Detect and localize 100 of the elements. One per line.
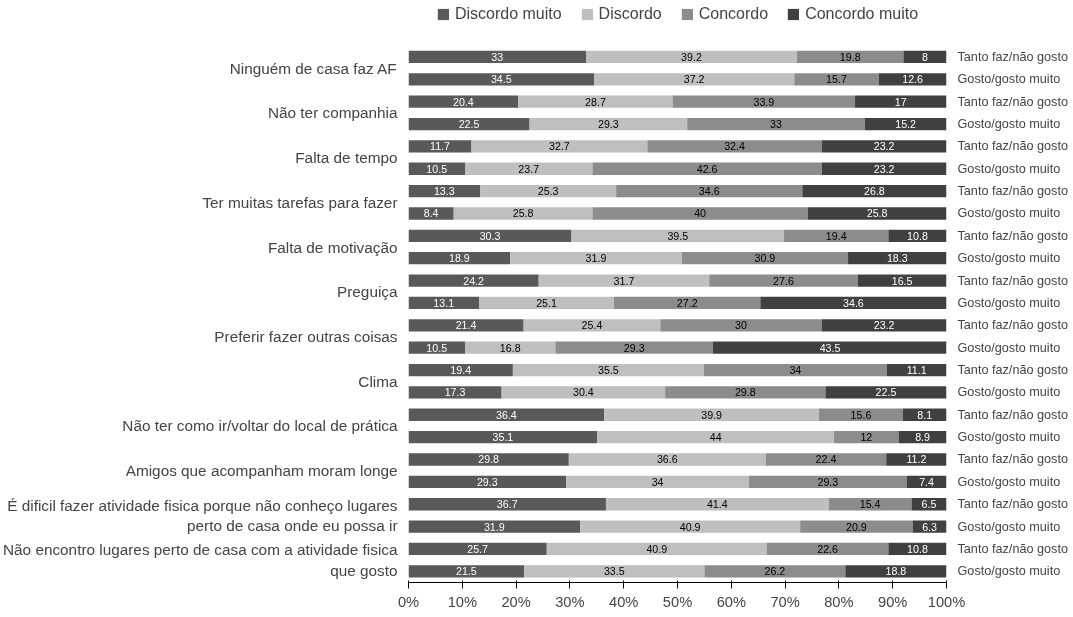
x-tick-label: 80% <box>824 593 854 610</box>
bar <box>821 162 947 175</box>
data-label: 6.5 <box>921 498 937 511</box>
data-label: 15.7 <box>826 73 847 86</box>
data-label: 30.9 <box>754 252 776 265</box>
bar <box>807 207 947 220</box>
data-label: 31.7 <box>613 274 635 287</box>
data-label: 13.3 <box>433 185 455 198</box>
bar <box>408 386 502 399</box>
y-tick-label: Gosto/gosto muito <box>957 340 1061 355</box>
bar <box>855 95 947 108</box>
bar <box>408 363 513 377</box>
data-label: 33.5 <box>603 565 625 578</box>
bar <box>857 274 947 287</box>
bar <box>464 162 593 175</box>
data-label: 27.6 <box>773 274 794 287</box>
data-label: 44 <box>709 431 722 444</box>
data-label: 27.2 <box>676 296 698 309</box>
y-tick-label: Gosto/gosto muito <box>957 117 1061 132</box>
data-label: 34 <box>651 475 664 488</box>
data-label: 8 <box>922 50 929 63</box>
data-label: 33 <box>491 50 504 63</box>
data-label: 34.6 <box>698 185 720 198</box>
legend-label: Discordo muito <box>454 5 562 23</box>
bar <box>713 341 947 354</box>
bar <box>594 73 795 86</box>
bar <box>408 50 587 64</box>
data-label: 24.2 <box>463 274 485 287</box>
data-label: 34 <box>789 364 802 377</box>
data-label: 18.3 <box>886 252 908 265</box>
bar <box>704 565 846 578</box>
bar <box>408 542 547 556</box>
data-label: 25.8 <box>512 207 534 220</box>
bar <box>408 498 606 511</box>
x-tick-label: 40% <box>609 593 639 610</box>
bar <box>453 207 593 220</box>
bar <box>510 252 682 265</box>
bar <box>794 73 879 86</box>
data-label: 10.5 <box>426 341 448 354</box>
data-label: 6.3 <box>922 520 938 533</box>
bar <box>568 453 766 466</box>
data-label: 30 <box>735 319 747 332</box>
y-tick-label: Tanto faz/não gosto <box>957 273 1068 288</box>
y-tick-label: Gosto/gosto muito <box>957 385 1061 400</box>
data-label: 29.8 <box>734 386 756 399</box>
bar <box>501 386 666 399</box>
data-label: 25.4 <box>581 319 603 332</box>
bar <box>408 430 598 444</box>
y-tick-label: Tanto faz/não gosto <box>957 497 1068 512</box>
data-label: 12.6 <box>902 73 924 86</box>
bar <box>408 207 454 220</box>
data-label: 7.4 <box>919 475 935 488</box>
bar <box>592 162 822 175</box>
bar <box>604 408 819 421</box>
y-tick-label: Tanto faz/não gosto <box>957 363 1068 378</box>
bar <box>408 408 605 421</box>
y-tick-label: Tanto faz/não gosto <box>957 49 1068 64</box>
data-label: 19.4 <box>825 229 847 242</box>
data-label: 8.9 <box>915 431 931 444</box>
data-label: 16.5 <box>891 274 913 287</box>
bar <box>566 475 750 489</box>
data-label: 22.6 <box>817 542 839 555</box>
data-label: 29.3 <box>598 118 619 131</box>
text: Ter muitas tarefas para fazer <box>202 193 398 211</box>
data-label: 21.4 <box>455 319 477 332</box>
data-label: 35.1 <box>492 431 514 444</box>
data-label: 8.4 <box>423 207 439 220</box>
data-label: 36.6 <box>656 453 678 466</box>
bar <box>408 319 524 332</box>
text: Não encontro lugares perto de casa com a atividade fisica que gosto <box>3 541 398 579</box>
bar <box>512 363 704 377</box>
data-label: 22.5 <box>458 118 480 131</box>
y-tick-label: Tanto faz/não gosto <box>957 541 1068 556</box>
bar <box>665 386 826 399</box>
data-label: 22.5 <box>875 386 897 399</box>
bar <box>800 520 913 533</box>
data-label: 10.5 <box>426 162 448 175</box>
bar <box>597 430 835 444</box>
bar <box>903 50 947 64</box>
bar <box>709 274 858 287</box>
data-label: 41.4 <box>706 498 728 511</box>
data-label: 40.9 <box>646 542 668 555</box>
bar <box>660 319 822 332</box>
bar <box>605 498 829 511</box>
data-label: 23.2 <box>873 319 895 332</box>
data-label: 29.3 <box>476 475 498 488</box>
y-tick-label: Tanto faz/não gosto <box>957 184 1068 199</box>
x-tick-label: 20% <box>501 593 531 610</box>
data-label: 35.5 <box>598 364 619 377</box>
data-label: 18.8 <box>885 565 907 578</box>
bar <box>571 229 785 242</box>
bar <box>614 296 761 310</box>
bar <box>821 140 947 153</box>
data-label: 15.4 <box>859 498 881 511</box>
data-label: 42.6 <box>696 162 718 175</box>
bar <box>480 184 617 198</box>
bar <box>529 117 688 131</box>
data-label: 39.2 <box>681 50 702 63</box>
text: Ninguém de casa faz AF <box>229 59 397 77</box>
data-label: 23.2 <box>873 162 895 175</box>
